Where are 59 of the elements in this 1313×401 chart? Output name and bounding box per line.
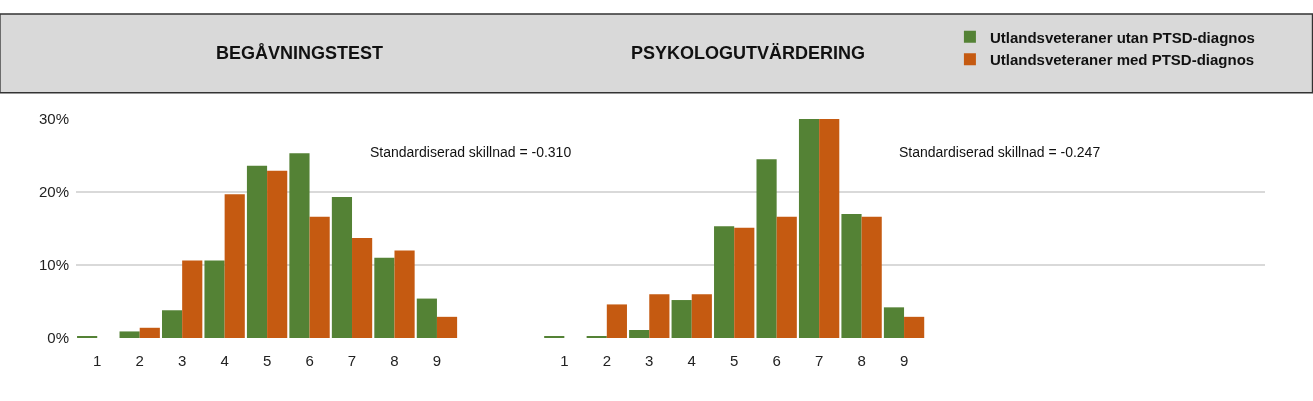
bar bbox=[883, 307, 905, 338]
bar bbox=[204, 260, 225, 338]
x-tick-label: 6 bbox=[772, 352, 781, 369]
bar bbox=[904, 316, 925, 338]
x-tick-label: 9 bbox=[899, 352, 909, 369]
bar bbox=[374, 257, 395, 338]
x-tick-label: 2 bbox=[135, 352, 144, 369]
bar bbox=[352, 237, 373, 338]
bar bbox=[734, 227, 755, 338]
x-tick-label: 5 bbox=[730, 352, 739, 369]
x-tick-label: 7 bbox=[347, 352, 357, 369]
annotation: Standardiserad skillnad = -0.247 bbox=[899, 144, 1101, 160]
x-tick-label: 7 bbox=[814, 352, 824, 369]
bar bbox=[606, 304, 627, 338]
legend-label: Utlandsveteraner med PTSD-diagnos bbox=[989, 51, 1255, 69]
x-tick-label: 5 bbox=[262, 352, 272, 369]
bar bbox=[139, 327, 160, 338]
bar bbox=[224, 194, 245, 338]
bar bbox=[841, 213, 862, 338]
bar bbox=[819, 119, 840, 338]
bar bbox=[394, 250, 415, 338]
x-tick-label: 8 bbox=[857, 352, 866, 369]
x-tick-label: 3 bbox=[177, 352, 187, 369]
bar bbox=[182, 260, 203, 338]
x-tick-label: 1 bbox=[560, 352, 569, 369]
y-tick-label: 0% bbox=[47, 329, 69, 347]
x-tick-label: 8 bbox=[390, 352, 399, 369]
x-tick-label: 4 bbox=[687, 352, 696, 369]
y-tick-label: 10% bbox=[38, 256, 69, 274]
bar bbox=[267, 170, 288, 338]
bar bbox=[161, 310, 183, 338]
x-tick-label: 9 bbox=[432, 352, 442, 369]
annotation: Standardiserad skillnad = -0.310 bbox=[370, 144, 572, 160]
bar bbox=[714, 226, 735, 338]
bar bbox=[246, 165, 268, 338]
x-tick-label: 6 bbox=[305, 352, 314, 369]
bar bbox=[416, 298, 437, 338]
bar bbox=[691, 294, 712, 338]
bar bbox=[671, 300, 692, 338]
y-tick-label: 30% bbox=[38, 110, 69, 128]
bar bbox=[119, 331, 140, 338]
bar bbox=[331, 197, 353, 338]
bar bbox=[776, 216, 797, 338]
x-tick-label: 1 bbox=[93, 352, 102, 369]
bar bbox=[649, 294, 670, 338]
legend-label: Utlandsveteraner utan PTSD-diagnos bbox=[989, 28, 1255, 46]
y-tick-label: 20% bbox=[38, 183, 69, 201]
bar bbox=[756, 159, 777, 338]
bar bbox=[798, 119, 820, 338]
bar bbox=[436, 316, 458, 338]
x-tick-label: 3 bbox=[645, 352, 654, 369]
bar bbox=[861, 216, 882, 338]
text: BEGÅVNINGSTEST bbox=[216, 43, 384, 63]
x-tick-label: 4 bbox=[220, 352, 229, 369]
x-tick-label: 2 bbox=[602, 352, 611, 369]
bar bbox=[289, 153, 310, 338]
bar bbox=[309, 216, 330, 338]
text: PSYKOLOGUTVÄRDERING bbox=[631, 43, 866, 63]
bar bbox=[629, 329, 650, 338]
